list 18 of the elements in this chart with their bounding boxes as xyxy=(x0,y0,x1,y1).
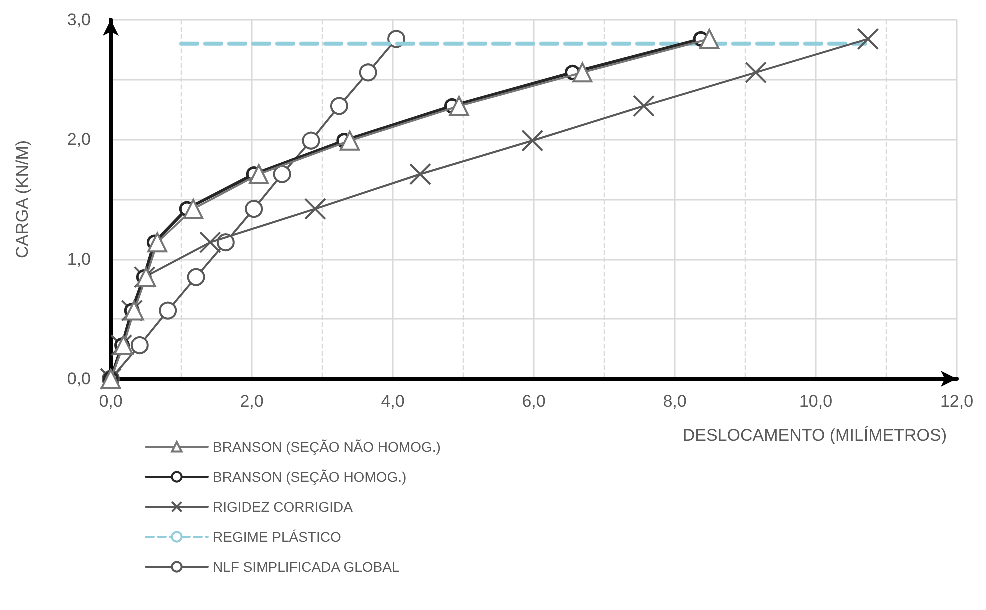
x-tick-label: 4,0 xyxy=(381,392,405,411)
y-tick-label: 2,0 xyxy=(67,130,91,150)
legend-label: RIGIDEZ CORRIGIDA xyxy=(213,499,354,515)
x-tick-label: 0,0 xyxy=(99,392,123,411)
legend-label: BRANSON (SEÇÃO HOMOG.) xyxy=(213,469,407,485)
x-tick-label: 2,0 xyxy=(240,392,264,411)
y-tick-label: 3,0 xyxy=(67,10,91,30)
legend-label: NLF SIMPLIFICADA GLOBAL xyxy=(213,559,400,575)
y-axis-title: CARGA (KN/M) xyxy=(13,140,32,259)
x-tick-label: 10,0 xyxy=(799,392,833,411)
x-tick-label: 12,0 xyxy=(940,392,974,411)
legend-label: BRANSON (SEÇÃO NÃO HOMOG.) xyxy=(213,439,441,455)
x-tick-label: 8,0 xyxy=(663,392,687,411)
y-tick-label: 1,0 xyxy=(67,250,91,269)
x-axis-title: DESLOCAMENTO (MILÍMETROS) xyxy=(682,426,947,445)
y-tick-label: 0,0 xyxy=(67,370,91,388)
x-tick-label: 6,0 xyxy=(522,392,546,411)
legend-label: REGIME PLÁSTICO xyxy=(213,529,342,545)
